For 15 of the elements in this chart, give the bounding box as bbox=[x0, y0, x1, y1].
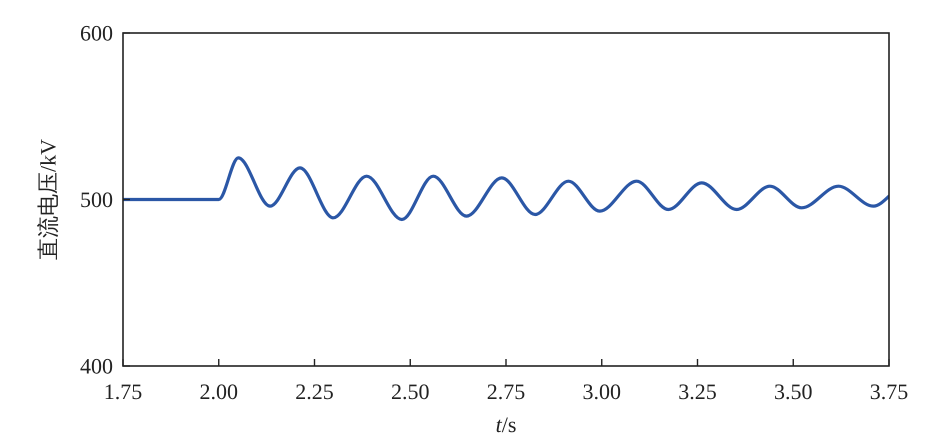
line-series bbox=[123, 156, 889, 222]
y-tick-label: 500 bbox=[80, 187, 113, 212]
x-tick-label: 3.75 bbox=[870, 379, 908, 404]
x-tick-label: 2.50 bbox=[391, 379, 430, 404]
x-axis-title: t/s bbox=[496, 412, 516, 437]
x-tick-label: 2.25 bbox=[295, 379, 334, 404]
x-tick-label: 3.00 bbox=[582, 379, 621, 404]
x-tick-label: 2.75 bbox=[486, 379, 526, 404]
x-tick-label: 3.25 bbox=[678, 379, 717, 404]
x-tick-label: 3.50 bbox=[774, 379, 812, 404]
y-tick-label: 600 bbox=[80, 20, 113, 46]
y-axis-title: 直流电压/kV bbox=[36, 138, 61, 260]
x-tick-label: 2.00 bbox=[200, 379, 238, 404]
x-tick-label: 1.75 bbox=[104, 379, 142, 404]
y-tick-label: 400 bbox=[80, 354, 113, 379]
